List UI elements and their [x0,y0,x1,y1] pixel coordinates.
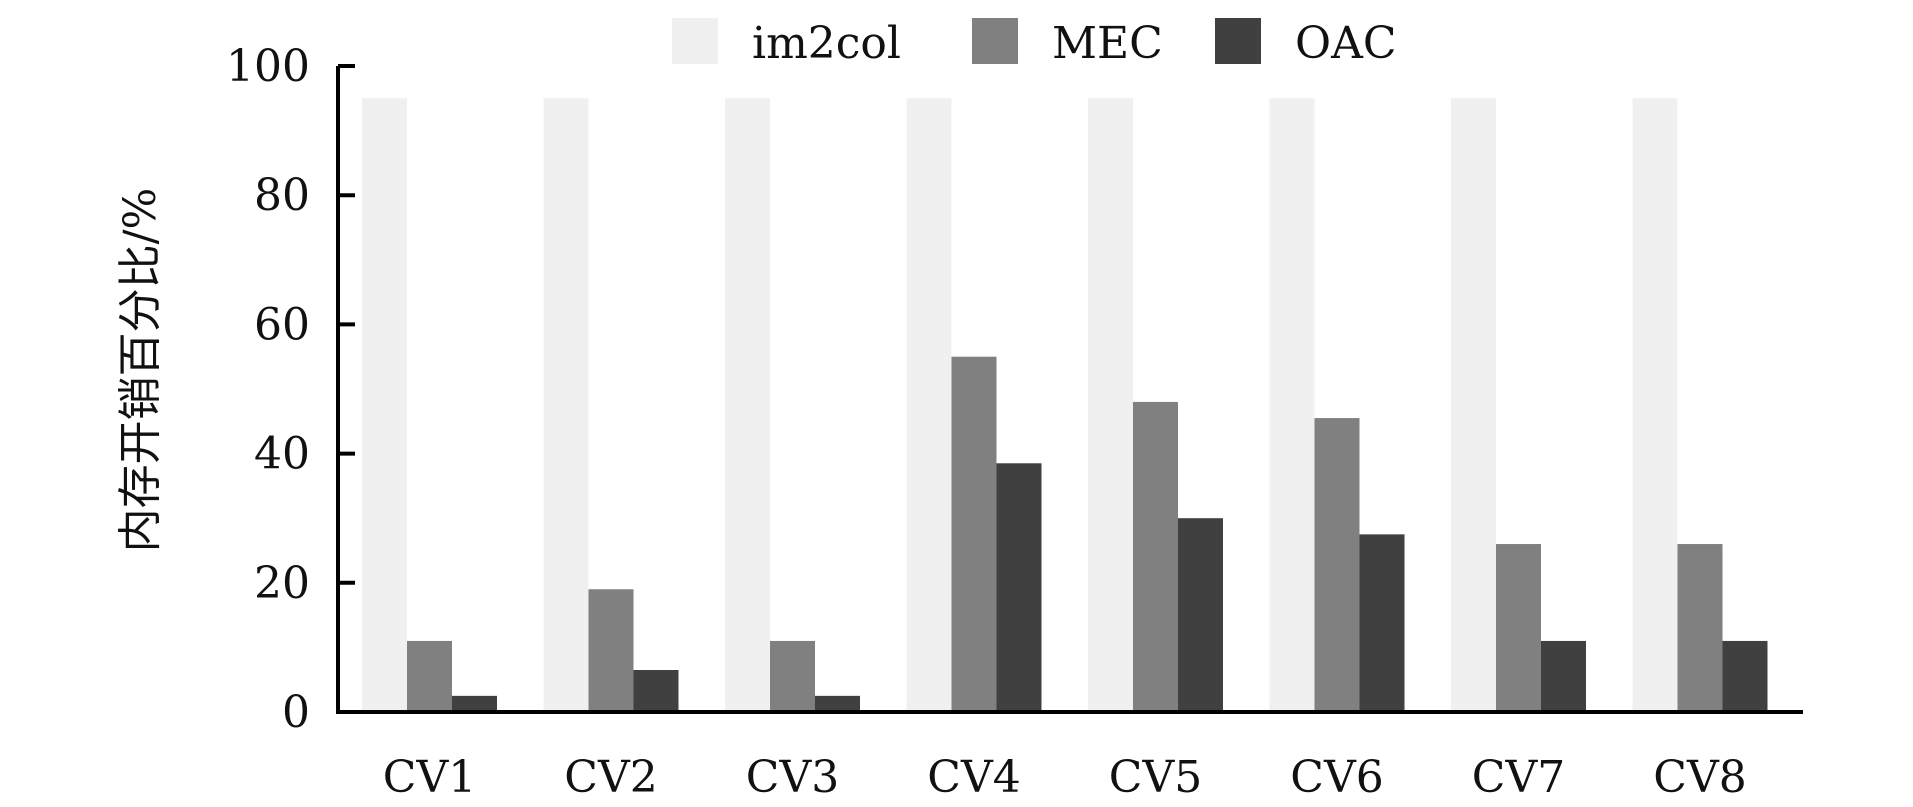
x-tick-label: CV8 [1653,752,1746,803]
legend-swatch-im2col [672,18,718,64]
y-tick-label: 20 [254,558,310,609]
legend-label-MEC: MEC [1052,18,1163,69]
bar-MEC-CV7 [1496,544,1541,712]
bar-im2col-CV6 [1269,98,1315,713]
x-tick-label: CV7 [1472,752,1565,803]
bar-im2col-CV4 [906,98,952,713]
y-tick-label: 100 [226,41,310,92]
x-tick-label: CV5 [1109,752,1202,803]
axes [336,66,1803,714]
bar-MEC-CV4 [951,356,997,712]
bar-OAC-CV2 [633,670,679,712]
y-ticks: 0 20 40 60 80 100 [226,41,355,738]
x-tick-label: CV2 [564,752,657,803]
y-axis-label: 内存开销百分比/% [115,188,166,553]
legend-swatch-OAC [1215,18,1261,64]
bar-im2col-CV8 [1632,98,1678,713]
bar-OAC-CV8 [1722,640,1768,712]
legend-label-im2col: im2col [752,18,901,69]
y-tick-label: 80 [254,170,310,221]
bar-im2col-CV2 [543,98,589,713]
bar-MEC-CV1 [407,640,452,712]
bar-im2col-CV3 [725,98,770,713]
legend: im2col MEC OAC [672,18,1397,69]
bar-OAC-CV3 [815,695,860,712]
x-tick-labels: CV1 CV2 CV3 CV4 CV5 CV6 CV7 CV8 [383,752,1747,803]
bar-OAC-CV4 [996,463,1042,712]
bar-im2col-CV5 [1088,98,1133,713]
bars [362,98,1768,713]
y-tick-label: 60 [254,299,310,350]
y-tick-label: 40 [254,429,310,480]
bar-OAC-CV6 [1359,534,1405,712]
bar-MEC-CV5 [1133,401,1178,712]
legend-label-OAC: OAC [1295,18,1397,69]
legend-swatch-MEC [972,18,1018,64]
bar-im2col-CV1 [362,98,407,713]
x-tick-label: CV6 [1290,752,1383,803]
bar-OAC-CV7 [1541,640,1586,712]
bar-im2col-CV7 [1451,98,1496,713]
x-tick-label: CV1 [383,752,476,803]
bar-MEC-CV6 [1314,418,1360,712]
y-tick-label: 0 [282,687,310,738]
bar-MEC-CV8 [1677,544,1723,712]
x-tick-label: CV3 [746,752,839,803]
bar-OAC-CV5 [1178,518,1223,712]
bar-OAC-CV1 [452,695,497,712]
bar-MEC-CV3 [770,640,815,712]
x-tick-label: CV4 [927,752,1020,803]
bar-MEC-CV2 [588,589,634,712]
